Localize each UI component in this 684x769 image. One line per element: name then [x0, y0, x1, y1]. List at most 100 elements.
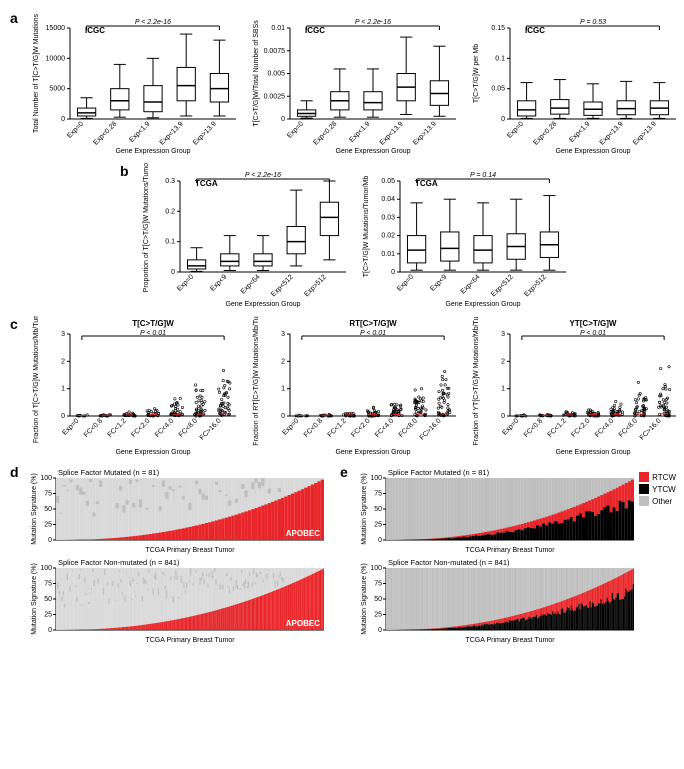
svg-text:ICGC: ICGC [305, 26, 325, 35]
svg-text:FC<0.8: FC<0.8 [303, 418, 324, 439]
svg-text:Proportion of T[C>T/G]W Mutati: Proportion of T[C>T/G]W Mutations/Tumor [143, 163, 150, 292]
panel-a-label: a [10, 10, 18, 26]
svg-text:Exp>13.9: Exp>13.9 [632, 121, 658, 147]
svg-text:0.03: 0.03 [381, 214, 395, 221]
boxplot-chart: 00.050.10.15ICGCP = 0.53Exp=0Exp<0.28Exp… [468, 10, 680, 155]
svg-text:50: 50 [374, 506, 382, 513]
svg-text:FC<0.8: FC<0.8 [83, 418, 104, 439]
figure-container: a 0 5000 100 0 0 15000 ICGC P < 2.2e-16 Exp=0 Exp… [0, 0, 684, 662]
boxplot-chart: 00.10.20.3TCGAP < 2.2e-16Exp=0Exp<9Exp<6… [138, 163, 350, 308]
svg-text:FC<2.0: FC<2.0 [350, 418, 371, 439]
svg-text:Splice Factor Mutated (n = 81): Splice Factor Mutated (n = 81) [58, 468, 160, 477]
svg-text:15000: 15000 [46, 25, 66, 32]
svg-text:FC<4.0: FC<4.0 [374, 418, 395, 439]
panel-b-label: b [120, 163, 129, 179]
svg-text:0.2: 0.2 [165, 208, 175, 215]
svg-text:Splice Factor Mutated (n = 81): Splice Factor Mutated (n = 81) [388, 468, 490, 477]
svg-text:YT[C>T/G]W: YT[C>T/G]W [570, 319, 617, 328]
svg-text:Fraction of RT[C>T/G]W Mutatio: Fraction of RT[C>T/G]W Mutations/Mb/Tumo… [253, 316, 260, 446]
svg-text:0.0025: 0.0025 [264, 93, 286, 100]
panel-d-label: d [10, 464, 19, 480]
panel-a-row: a 050001000015000ICGCP < 2.2e-16Exp=0Exp… [10, 10, 674, 155]
svg-text:APOBEC: APOBEC [286, 529, 320, 538]
svg-text:FC<1.2: FC<1.2 [327, 418, 348, 439]
svg-text:0.01: 0.01 [381, 251, 395, 258]
svg-text:Splice Factor Non-mutated (n =: Splice Factor Non-mutated (n = 841) [388, 558, 510, 567]
svg-text:Exp<13.9: Exp<13.9 [159, 121, 185, 147]
svg-text:FC<8.0: FC<8.0 [398, 418, 419, 439]
legend-swatch [639, 472, 649, 482]
boxplot-chart: 00.010.020.030.040.05TCGAP = 0.14Exp=0Ex… [358, 163, 570, 308]
panel-d-charts: 0255075100Splice Factor Mutated (n = 81)… [28, 464, 328, 644]
svg-text:FC<1.2: FC<1.2 [547, 418, 568, 439]
svg-text:T[C>T/G]W Mutations/Tumor/Mb: T[C>T/G]W Mutations/Tumor/Mb [363, 176, 370, 278]
panel-c-label: c [10, 316, 18, 332]
svg-text:Mutation Signature (%): Mutation Signature (%) [361, 563, 368, 635]
legend-swatch [639, 484, 649, 494]
panel-c-charts: 0123T[C>T/G]WP < 0.01Exp=0FC<0.8FC<1.2FC… [28, 316, 680, 456]
svg-text:RT[C>T/G]W: RT[C>T/G]W [349, 319, 397, 328]
svg-text:3: 3 [501, 331, 505, 338]
svg-text:Exp<9: Exp<9 [429, 274, 448, 293]
svg-text:Exp>13.9: Exp>13.9 [412, 121, 438, 147]
svg-text:FC<1.2: FC<1.2 [107, 418, 128, 439]
svg-text:75: 75 [374, 581, 382, 588]
svg-text:Exp>13.9: Exp>13.9 [192, 121, 218, 147]
svg-text:FC<4.0: FC<4.0 [154, 418, 175, 439]
svg-text:50: 50 [44, 506, 52, 513]
boxplot-chart: 050001000015000ICGCP < 2.2e-16Exp=0Exp<0… [28, 10, 240, 155]
svg-text:Exp<13.9: Exp<13.9 [599, 121, 625, 147]
svg-text:Gene Expression Group: Gene Expression Group [445, 301, 520, 308]
svg-text:T[C>T/G]W per Mb: T[C>T/G]W per Mb [473, 44, 480, 103]
svg-text:T[C>T/G]W/Total Number of SBSs: T[C>T/G]W/Total Number of SBSs [253, 20, 260, 127]
panel-e-label: e [340, 464, 348, 480]
svg-text:Exp=0: Exp=0 [506, 121, 525, 140]
svg-text:TCGA Primary Breast Tumor: TCGA Primary Breast Tumor [145, 637, 235, 644]
svg-text:T[C>T/G]W: T[C>T/G]W [132, 319, 174, 328]
svg-text:50: 50 [44, 596, 52, 603]
svg-text:Exp<64: Exp<64 [240, 274, 262, 296]
panel-a-charts: 050001000015000ICGCP < 2.2e-16Exp=0Exp<0… [28, 10, 680, 155]
svg-text:5000: 5000 [49, 86, 65, 93]
svg-text:0.05: 0.05 [491, 86, 505, 93]
svg-text:0: 0 [281, 116, 285, 123]
svg-text:2: 2 [61, 358, 65, 365]
svg-text:75: 75 [374, 491, 382, 498]
panel-b-charts: 00.10.20.3TCGAP < 2.2e-16Exp=0Exp<9Exp<6… [138, 163, 570, 308]
svg-text:1: 1 [61, 386, 65, 393]
svg-text:0.01: 0.01 [271, 25, 285, 32]
svg-text:Exp<13.9: Exp<13.9 [379, 121, 405, 147]
legend-label: YTCW [652, 485, 676, 494]
svg-text:TCGA Primary Breast Tumor: TCGA Primary Breast Tumor [145, 547, 235, 554]
svg-text:2: 2 [501, 358, 505, 365]
svg-text:Fraction of T[C>T/G]W Mutation: Fraction of T[C>T/G]W Mutations/Mb/Tumor [33, 316, 40, 443]
svg-text:P < 0.01: P < 0.01 [580, 330, 606, 337]
svg-text:Gene Expression Group: Gene Expression Group [115, 148, 190, 155]
svg-text:Exp<512: Exp<512 [490, 274, 515, 299]
svg-text:Total Number of T[C>T/G]W Muta: Total Number of T[C>T/G]W Mutations [33, 13, 40, 133]
svg-text:ICGC: ICGC [525, 26, 545, 35]
svg-text:100: 100 [370, 475, 382, 482]
svg-text:Exp=0: Exp=0 [66, 121, 85, 140]
svg-text:FC>16.0: FC>16.0 [419, 418, 443, 442]
svg-text:FC>16.0: FC>16.0 [639, 418, 663, 442]
svg-text:Mutation Signature (%): Mutation Signature (%) [31, 473, 38, 545]
boxplot-chart: 00.00250.0050.00750.01ICGCP < 2.2e-16Exp… [248, 10, 460, 155]
svg-text:FC<2.0: FC<2.0 [570, 418, 591, 439]
legend-swatch [639, 496, 649, 506]
svg-text:TCGA: TCGA [415, 179, 438, 188]
svg-text:3: 3 [281, 331, 285, 338]
legend-label: Other [652, 497, 672, 506]
svg-text:Exp=0: Exp=0 [501, 418, 520, 437]
svg-text:FC<2.0: FC<2.0 [130, 418, 151, 439]
svg-text:P < 2.2e-16: P < 2.2e-16 [135, 19, 171, 26]
svg-text:0: 0 [391, 269, 395, 276]
svg-text:Exp<0.28: Exp<0.28 [532, 121, 558, 147]
svg-text:0: 0 [171, 269, 175, 276]
legend-item: RTCW [639, 472, 676, 482]
scatter-chart: 0123YT[C>T/G]WP < 0.01Exp=0FC<0.8FC<1.2F… [468, 316, 680, 456]
panel-c-row: c 0123T[C>T/G]WP < 0.01Exp=0FC<0.8FC<1.2… [10, 316, 674, 456]
svg-text:FC<0.8: FC<0.8 [523, 418, 544, 439]
svg-text:0: 0 [48, 627, 52, 634]
svg-text:0.3: 0.3 [165, 178, 175, 185]
